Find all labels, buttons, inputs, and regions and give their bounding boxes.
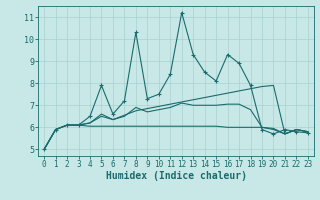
X-axis label: Humidex (Indice chaleur): Humidex (Indice chaleur)	[106, 171, 246, 181]
